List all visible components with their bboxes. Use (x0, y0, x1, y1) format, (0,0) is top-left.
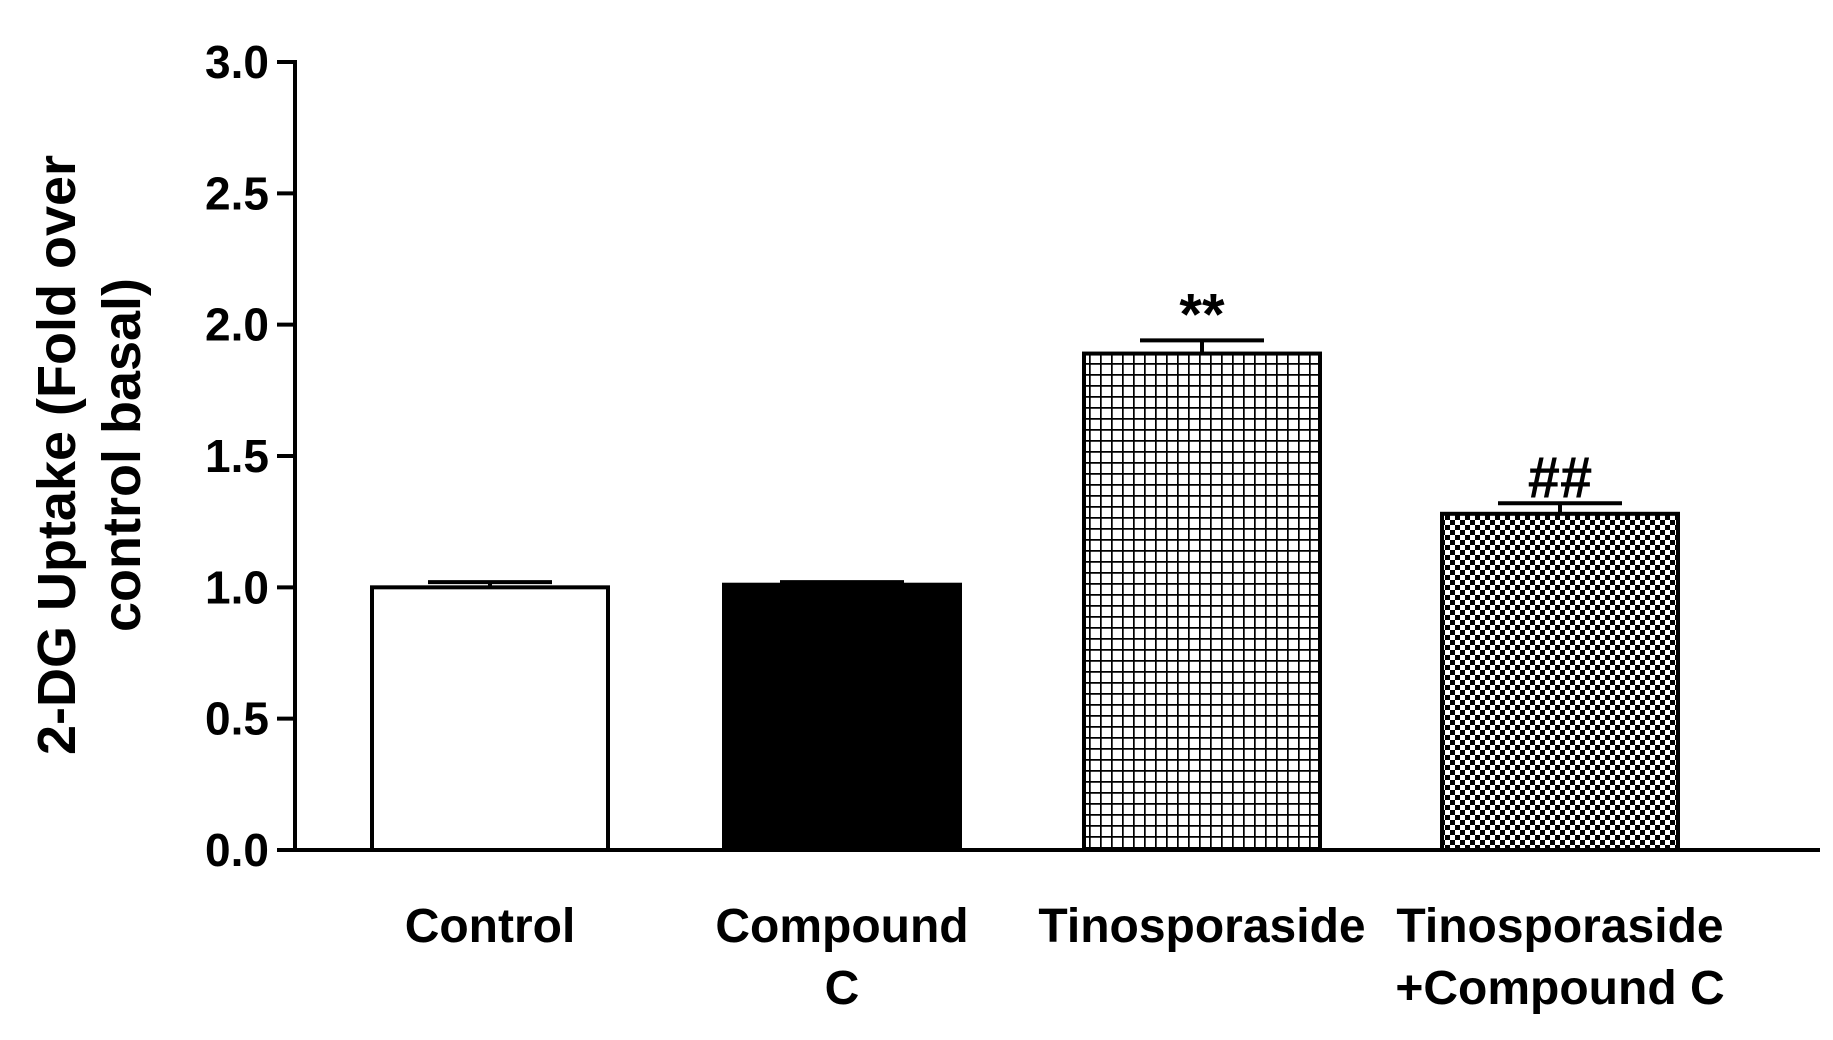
y-axis-title-line: control basal) (92, 278, 152, 632)
x-category-label: +Compound C (1395, 962, 1724, 1015)
y-tick-label: 1.0 (205, 561, 269, 613)
y-axis-title: 2-DG Uptake (Fold over control basal) (27, 155, 152, 755)
y-tick-label: 0.0 (205, 824, 269, 876)
y-tick-label: 3.0 (205, 36, 269, 88)
x-category-label: Tinosporaside (1038, 900, 1365, 953)
y-tick-label: 0.5 (205, 693, 269, 745)
x-category-label: Control (405, 900, 576, 953)
significance-mark: ## (1528, 445, 1593, 510)
bar-tinosporaside (1082, 351, 1322, 852)
significance-mark: ** (1179, 282, 1225, 347)
x-category-label: Compound (715, 900, 968, 953)
y-axis-ticks: 0.0 0.5 1.0 1.5 2.0 2.5 3.0 (205, 36, 295, 876)
x-axis-category-labels: Control Compound C Tinosporaside Tinosporasi… (405, 900, 1725, 1015)
y-axis-title-line: 2-DG Uptake (Fold over (27, 155, 87, 755)
significance-annotations: ** ## (1179, 282, 1592, 510)
y-tick-label: 2.5 (205, 167, 269, 219)
bars (370, 351, 1680, 853)
y-tick-label: 2.0 (205, 299, 269, 351)
bar-compound-c (722, 582, 962, 852)
bar-tinosporaside-compound-c (1440, 511, 1680, 853)
x-category-label: C (825, 962, 860, 1015)
error-bars (428, 338, 1622, 588)
bar-control (370, 585, 610, 852)
x-category-label: Tinosporaside (1396, 900, 1723, 953)
y-tick-label: 1.5 (205, 430, 269, 482)
